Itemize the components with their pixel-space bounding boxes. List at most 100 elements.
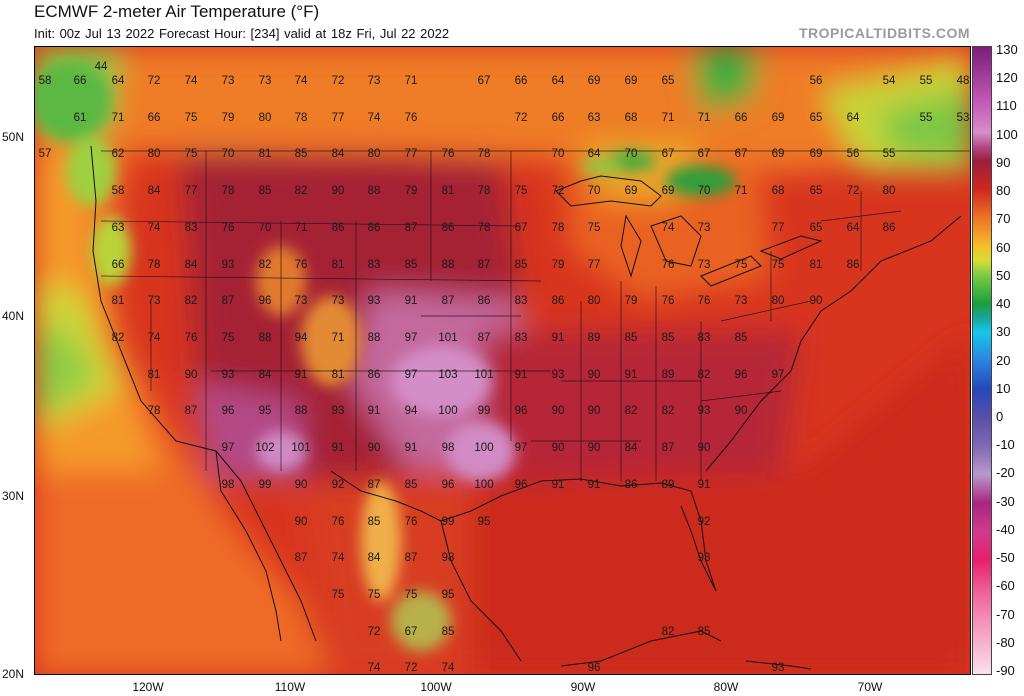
temperature-value: 66: [735, 112, 748, 124]
temperature-value: 71: [405, 75, 418, 87]
colorbar-label: 110: [996, 98, 1017, 114]
temperature-value: 72: [552, 185, 565, 197]
temperature-value: 75: [772, 259, 785, 271]
temperature-value: 74: [332, 552, 345, 564]
temperature-value: 92: [332, 479, 345, 491]
temperature-value: 76: [405, 112, 418, 124]
temperature-value: 74: [148, 332, 161, 344]
temperature-value: 73: [148, 295, 161, 307]
temperature-value: 100: [474, 479, 493, 491]
temperature-value: 82: [185, 295, 198, 307]
temperature-value: 44: [95, 61, 108, 73]
temperature-value: 78: [148, 259, 161, 271]
colorbar-label: 130: [996, 42, 1018, 57]
temperature-value: 99: [478, 405, 491, 417]
temperature-value: 86: [332, 222, 345, 234]
temperature-value: 78: [148, 405, 161, 417]
temperature-field: [35, 47, 970, 674]
temperature-value: 71: [295, 222, 308, 234]
temperature-value: 78: [478, 222, 491, 234]
temperature-value: 95: [259, 405, 272, 417]
temperature-value: 87: [405, 552, 418, 564]
temperature-value: 74: [148, 222, 161, 234]
temperature-value: 54: [883, 75, 896, 87]
temperature-value: 91: [625, 369, 638, 381]
temperature-value: 70: [625, 148, 638, 160]
temperature-value: 90: [588, 405, 601, 417]
temperature-value: 67: [662, 148, 675, 160]
temperature-value: 87: [185, 405, 198, 417]
temperature-value: 76: [185, 332, 198, 344]
temperature-value: 76: [295, 259, 308, 271]
temperature-value: 58: [39, 75, 52, 87]
temperature-value: 85: [368, 516, 381, 528]
colorbar-label: 80: [996, 183, 1011, 199]
temperature-value: 80: [772, 295, 785, 307]
temperature-map[interactable]: 44 58 66 64 72 74 73 73 74 72 73 71 67 66 64 69 69 65 56 54…: [34, 46, 971, 675]
temperature-value: 64: [588, 148, 601, 160]
temperature-value: 89: [588, 332, 601, 344]
temperature-values: 44 58 66 64 72 74 73 73 74 72 73 71 67 66 64 69 69 65 56 54…: [39, 61, 970, 674]
temperature-value: 76: [222, 222, 235, 234]
temperature-value: 84: [368, 552, 381, 564]
temperature-value: 87: [222, 295, 235, 307]
temperature-value: 82: [662, 626, 675, 638]
temperature-value: 81: [442, 185, 455, 197]
temperature-value: 69: [625, 75, 638, 87]
lat-label-20n: 20N: [2, 667, 25, 681]
temperature-value: 87: [442, 295, 455, 307]
temperature-value: 69: [810, 148, 823, 160]
temperature-value: 84: [625, 442, 638, 454]
temperature-value: 76: [698, 295, 711, 307]
temperature-value: 94: [405, 405, 418, 417]
temperature-value: 93: [698, 405, 711, 417]
temperature-value: 70: [222, 148, 235, 160]
temperature-value: 103: [438, 369, 457, 381]
temperature-value: 78: [295, 112, 308, 124]
temperature-value: 78: [478, 185, 491, 197]
temperature-value: 70: [552, 148, 565, 160]
temperature-value: 73: [735, 295, 748, 307]
temperature-value: 76: [662, 259, 675, 271]
temperature-value: 82: [112, 332, 125, 344]
temperature-value: 97: [772, 369, 785, 381]
temperature-value: 84: [332, 148, 345, 160]
temperature-value: 80: [148, 148, 161, 160]
temperature-value: 83: [368, 259, 381, 271]
temperature-value: 90: [588, 442, 601, 454]
temperature-value: 80: [883, 185, 896, 197]
temperature-value: 65: [810, 112, 823, 124]
temperature-value: 102: [255, 442, 274, 454]
temperature-value: 93: [332, 405, 345, 417]
lon-label-80w: 80W: [713, 680, 739, 694]
temperature-value: 90: [588, 369, 601, 381]
temperature-value: 97: [405, 332, 418, 344]
temperature-value: 83: [515, 295, 528, 307]
temperature-value: 89: [662, 479, 675, 491]
colorbar-label: 30: [996, 324, 1011, 340]
colorbar-label: 70: [996, 211, 1011, 227]
temperature-value: 62: [112, 148, 125, 160]
temperature-value: 77: [185, 185, 198, 197]
temperature-value: 66: [112, 259, 125, 271]
colorbar-label: 0: [996, 408, 1004, 424]
temperature-value: 63: [588, 112, 601, 124]
temperature-value: 74: [368, 112, 381, 124]
temperature-value: 74: [368, 662, 381, 674]
forecast-info: Init: 00z Jul 13 2022 Forecast Hour: [23…: [34, 26, 450, 41]
temperature-value: 55: [883, 148, 896, 160]
temperature-value: 98: [442, 552, 455, 564]
temperature-value: 55: [920, 75, 933, 87]
colorbar-label: 50: [996, 267, 1011, 283]
temperature-value: 75: [185, 148, 198, 160]
temperature-value: 90: [698, 442, 711, 454]
lat-label-40n: 40N: [2, 309, 25, 323]
temperature-value: 87: [478, 259, 491, 271]
temperature-value: 86: [847, 259, 860, 271]
temperature-value: 71: [662, 112, 675, 124]
temperature-value: 100: [474, 442, 493, 454]
temperature-value: 91: [368, 405, 381, 417]
temperature-value: 85: [735, 332, 748, 344]
temperature-value: 66: [74, 75, 87, 87]
temperature-value: 96: [259, 295, 272, 307]
